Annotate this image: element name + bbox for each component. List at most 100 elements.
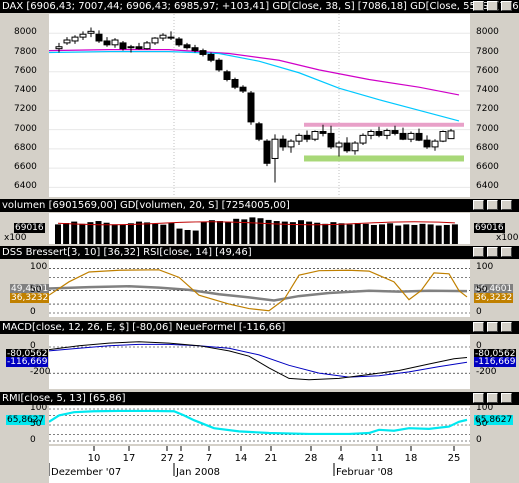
rmi-value-tag-left: 65,8627 (6, 415, 46, 425)
macd-line (49, 341, 468, 381)
price-axis-left-tick-label: 6800 (14, 142, 37, 153)
dss-axis-left-tick-label: 0 (30, 307, 36, 317)
dss-axis-right-tick-label: 50 (476, 284, 488, 295)
volume-bar (451, 224, 458, 244)
candle-body (55, 46, 63, 50)
dss-value-tag-right: 49,4601 (474, 284, 514, 294)
candle-body (367, 131, 375, 136)
candle-body (111, 39, 119, 46)
x-tick-label: 14 (235, 453, 248, 464)
volume-bar (79, 223, 86, 244)
volume-bar (208, 220, 215, 244)
candle-body (447, 130, 455, 140)
candle-body (279, 138, 287, 148)
price-axis-right-tick-label: 7400 (476, 85, 499, 96)
price-chart (49, 14, 470, 197)
candle-body (359, 134, 367, 144)
macd-panel-titlebar[interactable]: MACD[close, 12, 26, E, $] [-80,06] NeueF… (0, 321, 519, 334)
candle-body (199, 50, 207, 55)
candle-body (263, 140, 271, 164)
volume-bar (71, 221, 78, 244)
candle-body (71, 36, 79, 42)
restore-button[interactable] (487, 200, 498, 210)
x-tick-label: 18 (405, 453, 418, 464)
macd-plot-area[interactable] (49, 335, 470, 389)
candle-body (159, 34, 167, 39)
resistance-band (304, 122, 464, 127)
price-axis-right-tick-label: 7200 (476, 104, 499, 115)
close-button[interactable] (501, 1, 512, 11)
volume-bar (241, 219, 248, 244)
dss-axis-left-tick-label: 100 (30, 262, 48, 273)
restore-button[interactable] (487, 247, 498, 257)
macd-signal-line (49, 343, 468, 378)
volume-bar (322, 223, 329, 244)
rmi-value-tag-right: 65,8627 (474, 415, 514, 425)
candle-body (255, 123, 263, 140)
candle-body (335, 142, 343, 148)
restore-button[interactable] (487, 1, 498, 11)
volume-bar (354, 223, 361, 244)
restore-button[interactable] (487, 393, 498, 403)
x-tick-label: 25 (448, 453, 461, 464)
dss-panel: DSS Bressert[3, 10] [36,32] RSI[close, 1… (0, 246, 519, 319)
candle-body (103, 40, 111, 46)
candle-body (423, 139, 431, 148)
candle-body (95, 33, 103, 42)
volume-bar (379, 224, 385, 244)
x-tick-label: 17 (123, 453, 136, 464)
x-tick-label: 11 (371, 453, 384, 464)
candle-body (351, 142, 359, 152)
rmi-panel-titlebar[interactable]: RMI[close, 5, 13] [65,86] (0, 392, 519, 405)
macd-panel-title: MACD[close, 12, 26, E, $] [-80,06] NeueF… (2, 322, 286, 333)
close-button[interactable] (501, 200, 512, 210)
dss-panel-titlebar[interactable]: DSS Bressert[3, 10] [36,32] RSI[close, 1… (0, 246, 519, 259)
minimize-button[interactable] (473, 247, 484, 257)
candle-body (311, 131, 319, 140)
macd-value-tag-left: -116,669 (6, 357, 49, 367)
candle-body (375, 131, 383, 136)
price-plot-area[interactable] (49, 14, 470, 197)
volume-plot-area[interactable] (49, 213, 470, 244)
candle-body (135, 46, 143, 50)
candle-body (167, 36, 175, 39)
price-panel-titlebar[interactable]: DAX [6906,43; 7007,44; 6906,43; 6985,97;… (0, 0, 519, 13)
rmi-axis-left-tick-label: 100 (30, 403, 48, 413)
volume-bar (168, 223, 175, 244)
price-axis-left-tick-label: 7800 (14, 46, 37, 57)
volume-bar (403, 224, 410, 244)
volume-bar (160, 224, 167, 244)
candle-body (407, 132, 415, 140)
minimize-button[interactable] (473, 1, 484, 11)
candle-body (151, 37, 159, 44)
restore-button[interactable] (487, 322, 498, 332)
dss-panel-title: DSS Bressert[3, 10] [36,32] RSI[close, 1… (2, 247, 252, 258)
volume-panel-titlebar[interactable]: volumen [6901569,00] GD[volumen, 20, S] … (0, 199, 519, 212)
volume-bar (435, 225, 442, 244)
volume-bar (136, 221, 142, 244)
volume-value-tag-right: 69016 (474, 223, 505, 233)
close-button[interactable] (501, 247, 512, 257)
x-tick-label: 2 (178, 453, 184, 464)
minimize-button[interactable] (473, 322, 484, 332)
dss-plot-area[interactable] (49, 260, 470, 317)
volume-bar (233, 218, 240, 244)
minimize-button[interactable] (473, 200, 484, 210)
candle-body (183, 44, 191, 49)
candle-body (343, 142, 351, 152)
volume-bar (103, 222, 110, 244)
candle-body (431, 140, 439, 148)
close-button[interactable] (501, 393, 512, 403)
candle-body (63, 39, 71, 44)
price-axis-right-tick-label: 6600 (476, 162, 499, 173)
volume-value-tag-left: 69016 (14, 223, 45, 233)
volume-chart (55, 217, 458, 244)
rmi-chart (49, 408, 470, 442)
volume-bar (249, 217, 256, 244)
minimize-button[interactable] (473, 393, 484, 403)
rmi-plot-area[interactable] (49, 406, 470, 444)
x-tick-label: 27 (161, 453, 174, 464)
price-axis-left-tick-label: 6400 (14, 181, 37, 192)
close-button[interactable] (501, 322, 512, 332)
macd-axis-right-tick-label: -200 (476, 367, 497, 378)
